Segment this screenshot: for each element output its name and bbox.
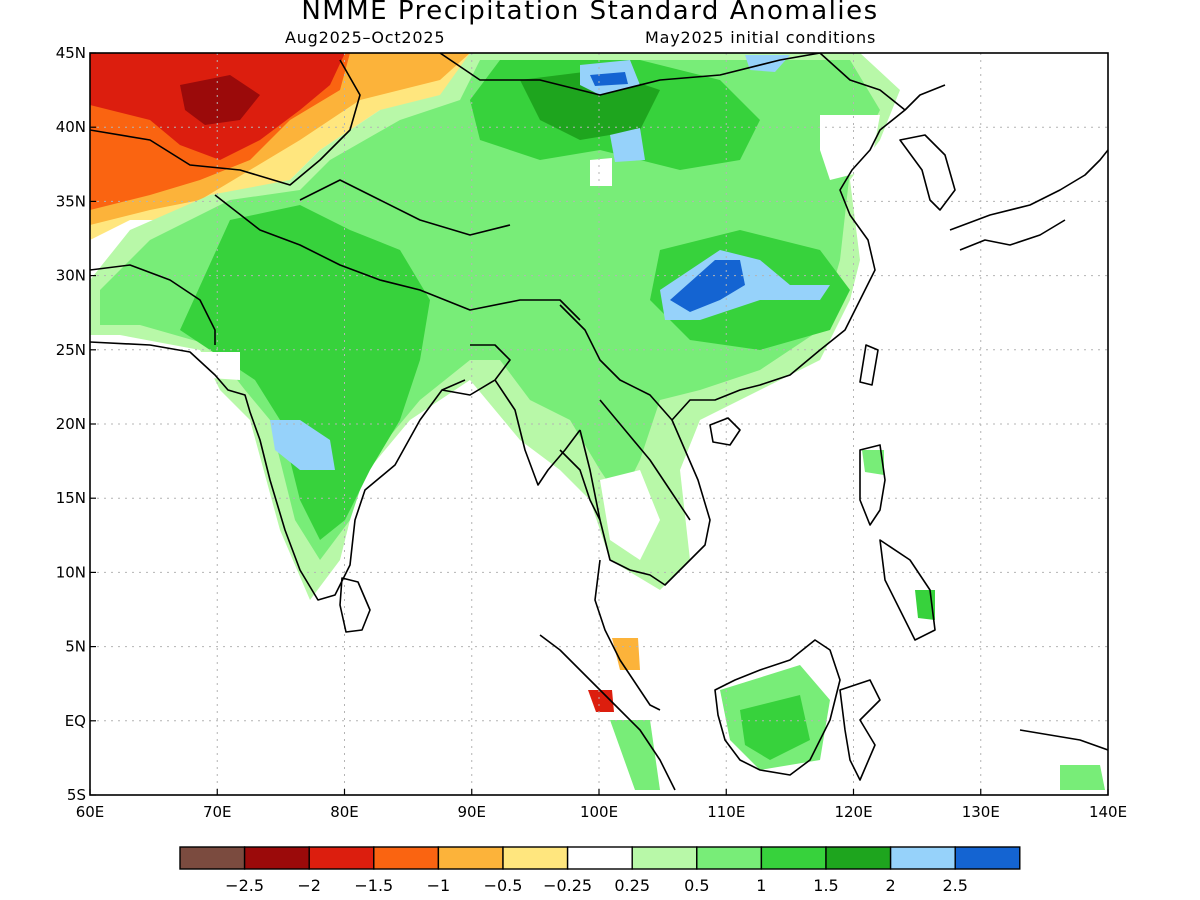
very-wet-india — [270, 420, 335, 470]
colorbar-swatch — [696, 846, 763, 870]
indochina-coast — [579, 84, 946, 586]
himalaya-border — [214, 194, 581, 321]
lon-tick-label: 120E — [834, 803, 872, 821]
colorbar-swatch — [373, 846, 440, 870]
india-coast — [90, 341, 466, 601]
lon-tick-label: 110E — [707, 803, 745, 821]
neutral-patch-india-nw — [200, 352, 240, 380]
wet-region-sumatra — [610, 720, 660, 790]
wet-region-borneo-core — [740, 695, 810, 760]
colorbar: −2.5 −2 −1.5 −1 −0.5 −0.25 0.25 0.5 1 1.5 2 2.5 — [179, 846, 1021, 895]
lat-tick-label: 10N — [56, 563, 86, 581]
colorbar-swatch — [566, 846, 633, 870]
colorbar-swatch — [243, 846, 310, 870]
colorbar-swatch — [308, 846, 375, 870]
sulawesi — [839, 679, 881, 781]
lat-tick-label: 45N — [56, 44, 86, 62]
longitude-axis: 60E 70E 80E 90E 100E 110E 120E 130E 140E — [76, 789, 1127, 821]
bangladesh — [441, 344, 511, 396]
new-guinea — [1019, 729, 1108, 751]
colorbar-label: −1.5 — [354, 876, 393, 895]
wet-region-mindanao — [915, 590, 935, 620]
borneo — [714, 639, 841, 776]
neutral-patch-korea — [820, 115, 880, 180]
lon-tick-label: 70E — [203, 803, 232, 821]
neutral-patch-indochina — [600, 470, 660, 560]
colorbar-label: −1 — [427, 876, 451, 895]
colorbar-label: 1 — [756, 876, 766, 895]
forecast-period: Aug2025–Oct2025 — [285, 28, 446, 47]
lat-tick-label: 40N — [56, 118, 86, 136]
map-title: NMME Precipitation Standard Anomalies — [301, 0, 879, 26]
laos-vietnam-border — [599, 399, 691, 521]
lat-tick-label: 15N — [56, 489, 86, 507]
mongolia-border — [439, 53, 821, 96]
colorbar-label: −0.5 — [484, 876, 523, 895]
very-wet-tibet-patch — [610, 128, 645, 162]
indochina-border — [559, 304, 673, 421]
lat-tick-label: 20N — [56, 415, 86, 433]
wet-region-strong — [180, 205, 430, 540]
china-northeast-border — [819, 53, 906, 111]
lon-tick-label: 60E — [76, 803, 105, 821]
dry-region-core — [180, 75, 260, 125]
thai-border — [559, 449, 601, 521]
sumatra — [539, 634, 676, 791]
tibet-china-border — [299, 179, 511, 236]
colorbar-label: −2.5 — [225, 876, 264, 895]
initial-conditions: May2025 initial conditions — [645, 28, 877, 47]
colorbar-label: 2 — [886, 876, 896, 895]
wet-region-new-guinea — [1060, 765, 1105, 790]
dry-patch-malaya — [612, 638, 640, 670]
lat-tick-label: 35N — [56, 192, 86, 210]
sri-lanka — [339, 577, 371, 633]
lon-tick-label: 100E — [580, 803, 618, 821]
colorbar-label: 0.25 — [614, 876, 650, 895]
wet-region-luzon — [862, 450, 884, 475]
taiwan — [859, 344, 879, 386]
colorbar-swatch — [889, 846, 956, 870]
colorbar-swatch — [631, 846, 698, 870]
colorbar-label: 1.5 — [813, 876, 838, 895]
lon-tick-label: 90E — [457, 803, 486, 821]
lon-tick-label: 130E — [962, 803, 1000, 821]
lat-tick-label: 30N — [56, 267, 86, 285]
luzon — [859, 444, 886, 526]
lat-tick-label: EQ — [65, 712, 86, 730]
neutral-patch-tarim — [590, 158, 612, 186]
central-asia-border — [90, 59, 361, 186]
graticule — [90, 53, 1108, 795]
colorbar-swatch — [179, 846, 246, 870]
bay-of-bengal-east — [494, 379, 581, 486]
colorbar-label: 2.5 — [942, 876, 967, 895]
very-wet-china-core — [670, 260, 745, 312]
lat-tick-label: 25N — [56, 341, 86, 359]
japan-south — [959, 219, 1066, 251]
anomaly-field — [90, 53, 1105, 790]
latitude-axis: 45N 40N 35N 30N 25N 20N 15N 10N 5N EQ 5S — [56, 44, 96, 804]
dry-patch-sumatra — [588, 690, 614, 712]
colorbar-label: −0.25 — [543, 876, 592, 895]
pakistan-border — [90, 264, 216, 345]
lon-tick-label: 140E — [1089, 803, 1127, 821]
colorbar-swatch — [825, 846, 892, 870]
philippines-south — [879, 539, 936, 641]
colorbar-swatch — [502, 846, 569, 870]
lat-tick-label: 5S — [67, 786, 86, 804]
lat-tick-label: 5N — [65, 638, 86, 656]
colorbar-swatch — [437, 846, 504, 870]
korea — [899, 134, 956, 211]
colorbar-label: 0.5 — [684, 876, 709, 895]
lon-tick-label: 80E — [330, 803, 359, 821]
colorbar-swatch — [954, 846, 1021, 870]
hainan — [709, 417, 741, 446]
malay-peninsula — [594, 559, 661, 711]
coastlines — [90, 53, 1108, 791]
colorbar-swatch — [760, 846, 827, 870]
colorbar-label: −2 — [297, 876, 321, 895]
japan — [949, 149, 1108, 231]
